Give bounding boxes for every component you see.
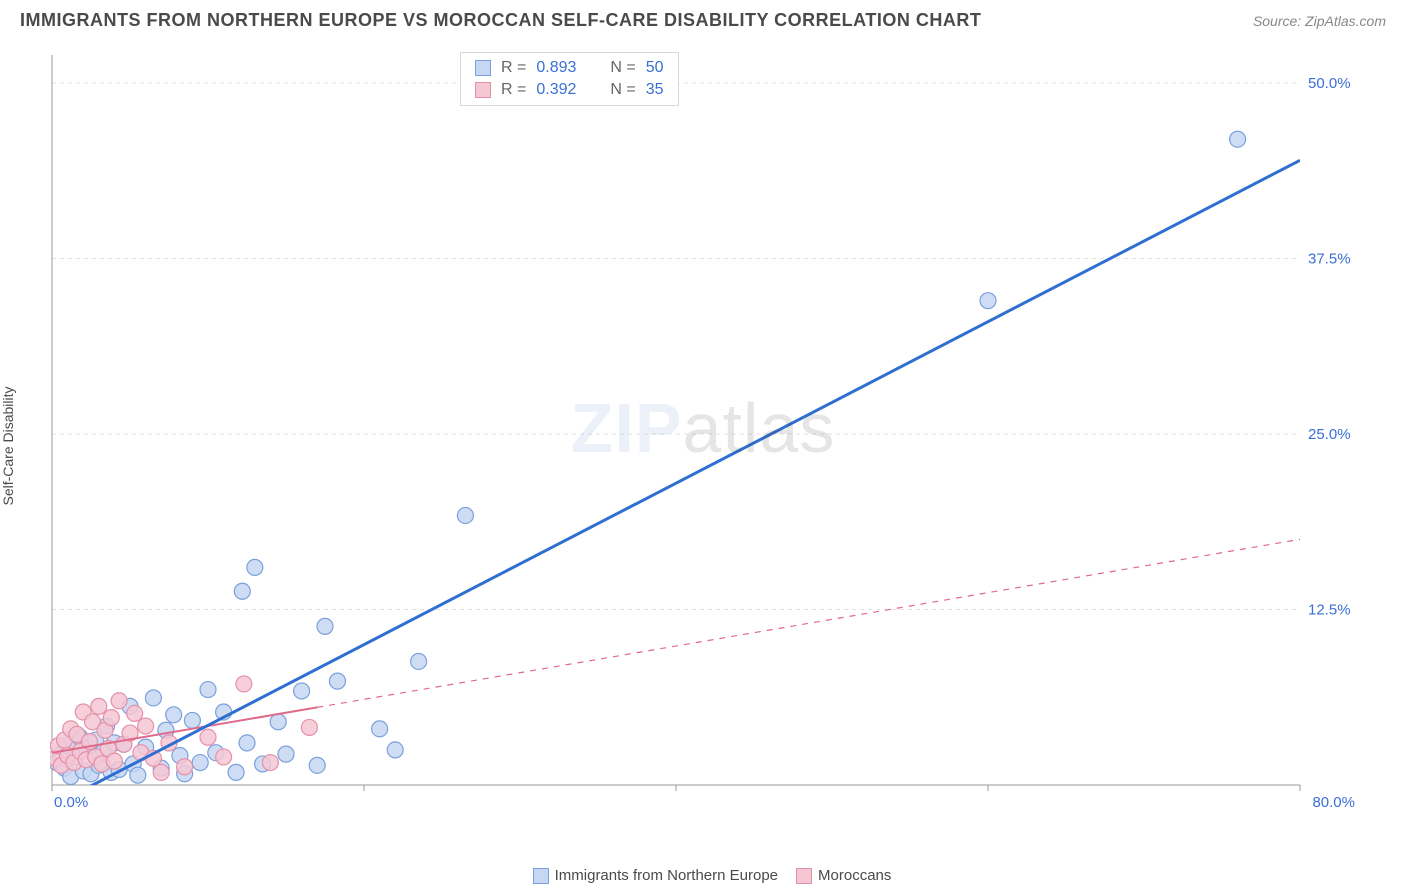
svg-text:0.0%: 0.0% [54, 794, 88, 811]
legend-n-value: 50 [646, 59, 664, 77]
legend-swatch [533, 868, 549, 884]
legend-swatch [475, 60, 491, 76]
y-axis-label: Self-Care Disability [0, 386, 16, 505]
source-label: Source: ZipAtlas.com [1253, 13, 1386, 29]
legend-r-value: 0.392 [536, 81, 576, 99]
legend-row: R = 0.392 N = 35 [469, 79, 670, 101]
correlation-legend: R = 0.893 N = 50 R = 0.392 N = 35 [460, 52, 679, 106]
scatter-chart: 12.5% 25.0% 37.5% 50.0% 0.0% 80.0% [50, 45, 1360, 815]
svg-text:25.0%: 25.0% [1308, 426, 1351, 443]
svg-text:12.5%: 12.5% [1308, 602, 1351, 619]
chart-title: IMMIGRANTS FROM NORTHERN EUROPE VS MOROC… [20, 10, 981, 31]
series-legend: Immigrants from Northern Europe Moroccans [0, 867, 1406, 884]
chart-area: 12.5% 25.0% 37.5% 50.0% 0.0% 80.0% [50, 45, 1386, 835]
legend-swatch [796, 868, 812, 884]
legend-series-label: Immigrants from Northern Europe [555, 867, 778, 884]
legend-n-label: N = [610, 81, 635, 99]
legend-swatch [475, 82, 491, 98]
legend-r-label: R = [501, 59, 526, 77]
svg-text:80.0%: 80.0% [1312, 794, 1355, 811]
legend-series-label: Moroccans [818, 867, 891, 884]
legend-n-value: 35 [646, 81, 664, 99]
legend-row: R = 0.893 N = 50 [469, 57, 670, 79]
legend-r-label: R = [501, 81, 526, 99]
svg-text:37.5%: 37.5% [1308, 251, 1351, 268]
legend-n-label: N = [610, 59, 635, 77]
svg-text:50.0%: 50.0% [1308, 75, 1351, 92]
legend-r-value: 0.893 [536, 59, 576, 77]
